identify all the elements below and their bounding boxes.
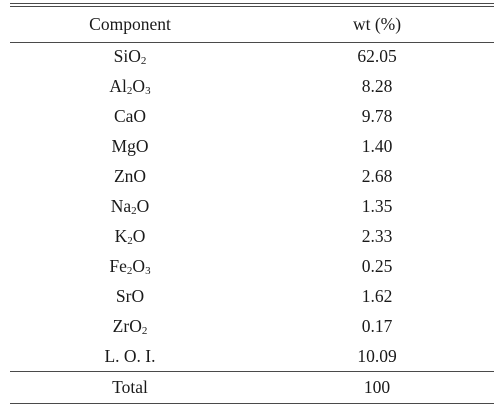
component-base: SrO [115, 286, 145, 306]
table-header-row: Component wt (%) [10, 9, 494, 39]
total-rule [10, 371, 494, 372]
component-cell: MgO [10, 131, 250, 161]
component-cell: ZnO [10, 161, 250, 191]
component-subscript-2: 3 [145, 85, 151, 97]
component-cell: Al2O3 [10, 71, 250, 101]
table-row: Fe2O3 0.25 [10, 251, 494, 281]
component-suffix: O [132, 226, 146, 246]
wt-cell: 2.68 [361, 166, 393, 186]
component-subscript: 2 [141, 325, 148, 337]
component-cell: ZrO2 [10, 311, 250, 341]
component-base: ZrO [112, 316, 142, 336]
component-subscript: 2 [127, 235, 133, 247]
component-base: CaO [113, 106, 147, 126]
wt-cell: 2.33 [361, 226, 393, 246]
component-base: MgO [111, 136, 149, 156]
wt-cell: 62.05 [357, 46, 397, 66]
wt-cell: 10.09 [357, 346, 397, 366]
table-row: ZrO2 0.17 [10, 311, 494, 341]
table-row: MgO 1.40 [10, 131, 494, 161]
component-base: Na [110, 196, 132, 216]
header-component: Component [89, 14, 171, 34]
component-cell: Fe2O3 [10, 251, 250, 281]
table-row: K2O 2.33 [10, 221, 494, 251]
component-cell: CaO [10, 101, 250, 131]
component-subscript: 2 [126, 85, 133, 97]
component-suffix: O [132, 256, 146, 276]
table-row: CaO 9.78 [10, 101, 494, 131]
table-row: SrO 1.62 [10, 281, 494, 311]
total-value: 100 [363, 377, 391, 397]
total-label: Total [112, 377, 148, 397]
component-base: SiO [113, 46, 141, 66]
header-rule [10, 42, 494, 43]
component-subscript: 2 [126, 265, 133, 277]
total-row: Total 100 [10, 372, 494, 402]
component-base: K [114, 226, 128, 246]
component-subscript: 2 [140, 55, 147, 67]
component-cell: Na2O [10, 191, 250, 221]
component-base: Fe [109, 256, 127, 276]
component-cell: K2O [10, 221, 250, 251]
wt-cell: 1.62 [361, 286, 393, 306]
table-row: Na2O 1.35 [10, 191, 494, 221]
table-top-rule-inner [10, 6, 494, 7]
component-base: ZnO [113, 166, 147, 186]
component-subscript: 2 [131, 205, 137, 217]
wt-cell: 1.35 [361, 196, 393, 216]
table-row: ZnO 2.68 [10, 161, 494, 191]
component-base: Al [109, 76, 127, 96]
table-row: L. O. I. 10.09 [10, 341, 494, 371]
wt-cell: 1.40 [361, 136, 393, 156]
wt-cell: 8.28 [361, 76, 393, 96]
table-row: SiO2 62.05 [10, 41, 494, 71]
component-subscript-2: 3 [145, 265, 151, 277]
component-cell: L. O. I. [10, 341, 250, 371]
component-suffix: O [136, 196, 150, 216]
wt-cell: 0.17 [361, 316, 393, 336]
table-row: Al2O3 8.28 [10, 71, 494, 101]
component-cell: SrO [10, 281, 250, 311]
component-suffix: O [132, 76, 146, 96]
table-bottom-rule [10, 403, 494, 404]
wt-cell: 9.78 [361, 106, 393, 126]
wt-cell: 0.25 [361, 256, 393, 276]
table-top-rule [10, 3, 494, 4]
component-base: L. O. I. [104, 346, 156, 366]
header-wt: wt (%) [352, 14, 402, 34]
component-cell: SiO2 [10, 41, 250, 71]
